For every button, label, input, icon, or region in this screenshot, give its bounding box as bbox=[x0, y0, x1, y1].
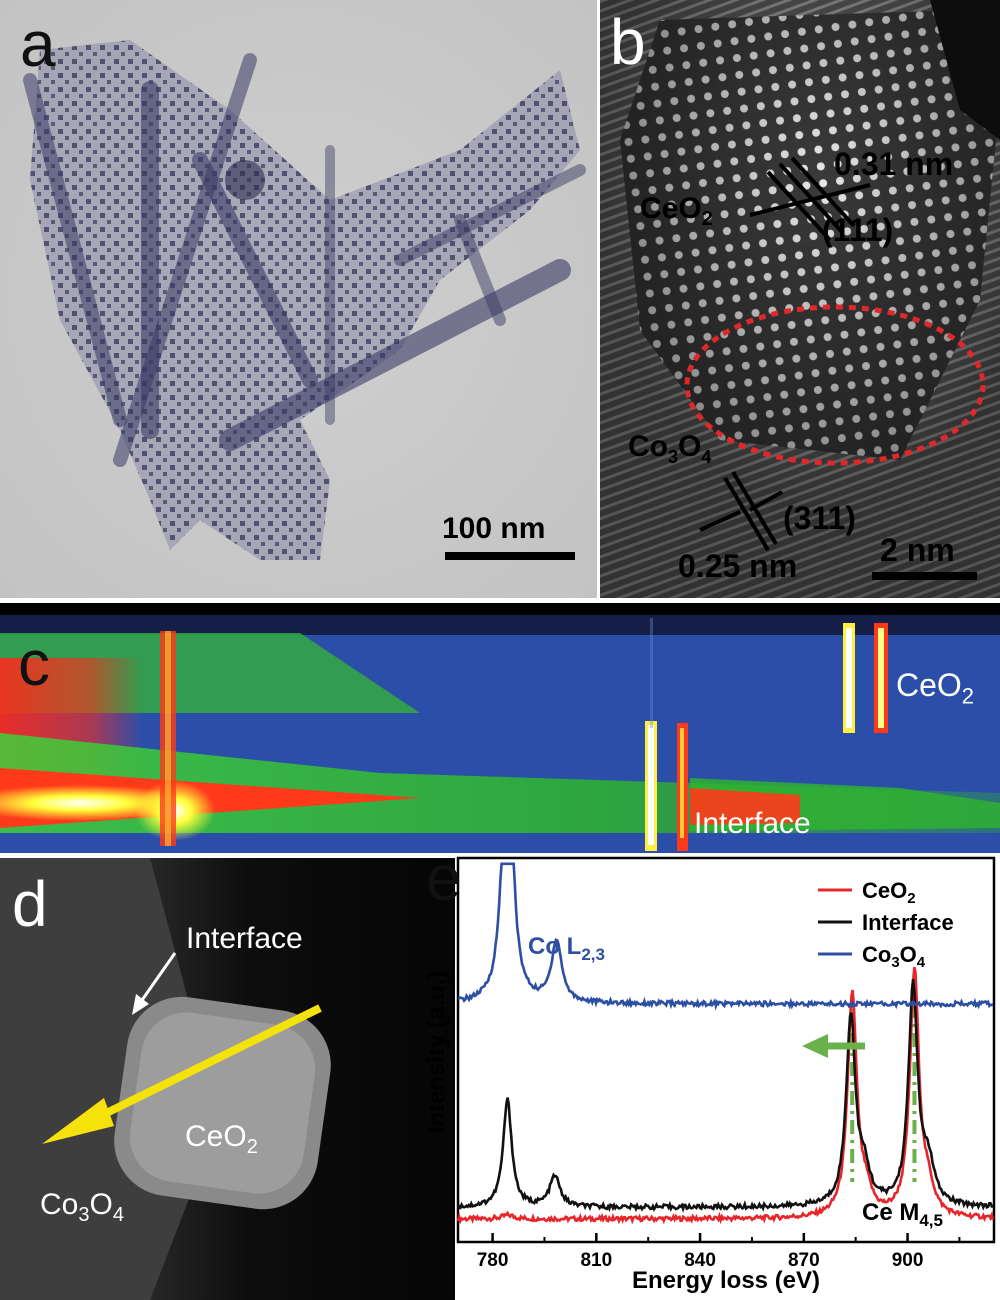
phase-label-ceo2-sub: 2 bbox=[701, 208, 713, 230]
panel-letter-b: b bbox=[610, 6, 646, 78]
panel-d-haadf-image: d Interface CeO2 Co3O4 bbox=[0, 858, 455, 1300]
panel-b-micrograph bbox=[600, 0, 1000, 598]
phase-label-ceo2-main: CeO bbox=[640, 192, 702, 225]
panel-a-tem-image: a 100 nm bbox=[0, 0, 597, 598]
lattice-marker-bottom bbox=[699, 470, 783, 552]
ce-edge-label-sub: 4,5 bbox=[919, 1211, 943, 1230]
interface-pointer-arrow bbox=[138, 952, 177, 1004]
x-axis-label: Energy loss (eV) bbox=[632, 1267, 820, 1294]
legend-label-ceo2: CeO2 bbox=[862, 878, 916, 907]
legend: CeO2 Interface Co3O4 bbox=[818, 878, 954, 971]
legend-label-co3o4: Co3O4 bbox=[862, 942, 926, 971]
line-scan-arrow bbox=[78, 1004, 322, 1130]
panel-letter-e: e bbox=[426, 852, 462, 914]
spectra-series bbox=[456, 862, 995, 1225]
scale-bar-a bbox=[445, 552, 575, 560]
legend-label-interface: Interface bbox=[862, 910, 954, 935]
phase-label-co3o4-sub2: 4 bbox=[701, 447, 712, 467]
series-line-co3o4 bbox=[457, 862, 994, 1011]
phase-label-co3o4-o: O bbox=[678, 430, 702, 463]
eels-spectra-svg: 780 810 840 870 900 CeO2 Interface Co3O4 Inten… bbox=[423, 856, 996, 1294]
panel-c-spectrum-image bbox=[0, 603, 1000, 853]
shift-arrow bbox=[802, 1034, 865, 1058]
plane-label-bottom: (311) bbox=[783, 500, 856, 536]
image-label-ceo2: CeO2 bbox=[185, 1120, 258, 1159]
panel-letter-c: c bbox=[18, 627, 50, 699]
co-edge-label-sub: 2,3 bbox=[581, 945, 605, 964]
interface-region-ellipse bbox=[684, 304, 986, 466]
spacing-label-top: 0.31 nm bbox=[834, 146, 954, 182]
panel-e-eels-spectra-chart: 780 810 840 870 900 CeO2 Interface Co3O4 Inten… bbox=[400, 852, 1000, 1300]
panel-d-micrograph bbox=[0, 858, 455, 1300]
scale-bar-label-a: 100 nm bbox=[442, 512, 546, 545]
scale-bar-label-b: 2 nm bbox=[880, 532, 955, 568]
x-tick-label-870: 870 bbox=[788, 1250, 820, 1271]
phase-label-co3o4: Co3O4 bbox=[628, 430, 711, 468]
phase-label-ceo2: CeO2 bbox=[640, 192, 713, 231]
image-label-co3o4-sub2: 4 bbox=[112, 1204, 124, 1226]
panel-a-micrograph bbox=[0, 0, 597, 598]
panel-letter-a: a bbox=[20, 8, 56, 80]
panel-c-eels-map: c CeO2 Interface bbox=[0, 603, 1000, 853]
image-label-co3o4-sub1: 3 bbox=[78, 1204, 90, 1226]
x-tick-label-900: 900 bbox=[892, 1250, 924, 1271]
plane-label-top: (111) bbox=[822, 212, 894, 248]
phase-label-co3o4-sub1: 3 bbox=[668, 447, 679, 467]
phase-label-co3o4-co: Co bbox=[628, 430, 668, 463]
image-label-ceo2-main: CeO bbox=[185, 1120, 247, 1153]
series-line-interface bbox=[456, 978, 994, 1213]
image-label-co3o4-co: Co bbox=[40, 1188, 79, 1221]
panel-letter-d: d bbox=[12, 868, 48, 940]
x-tick-label-810: 810 bbox=[580, 1250, 612, 1271]
map-label-ceo2: CeO2 bbox=[896, 667, 974, 709]
map-label-ceo2-sub: 2 bbox=[961, 683, 975, 709]
co-edge-label: Co L2,3 bbox=[528, 933, 605, 964]
y-axis-label: Intensity (a.u.) bbox=[423, 971, 450, 1134]
co-edge-label-main: Co L bbox=[528, 933, 581, 960]
series-line-ceo2 bbox=[456, 966, 995, 1225]
ce-edge-label-main: Ce M bbox=[862, 1199, 919, 1226]
map-label-ceo2-main: CeO bbox=[896, 667, 962, 703]
ce-edge-label: Ce M4,5 bbox=[862, 1199, 943, 1230]
x-axis-ticks: 780 810 840 870 900 bbox=[477, 1233, 961, 1271]
image-label-ceo2-sub: 2 bbox=[246, 1136, 258, 1158]
image-label-interface: Interface bbox=[186, 922, 303, 955]
panel-b-hrtem-image: b 0.31 nm CeO2 (111) Co3O4 (311) 0.25 nm… bbox=[600, 0, 1000, 598]
x-tick-label-840: 840 bbox=[684, 1250, 716, 1271]
image-label-co3o4-o: O bbox=[89, 1188, 113, 1221]
lattice-marker-top bbox=[749, 156, 871, 242]
scale-bar-b bbox=[872, 572, 977, 580]
map-label-interface: Interface bbox=[694, 807, 811, 840]
image-label-co3o4: Co3O4 bbox=[40, 1188, 124, 1227]
spacing-label-bottom: 0.25 nm bbox=[678, 548, 798, 584]
plot-frame bbox=[456, 856, 996, 1244]
nanorods bbox=[23, 53, 586, 467]
x-tick-label-780: 780 bbox=[477, 1250, 509, 1271]
